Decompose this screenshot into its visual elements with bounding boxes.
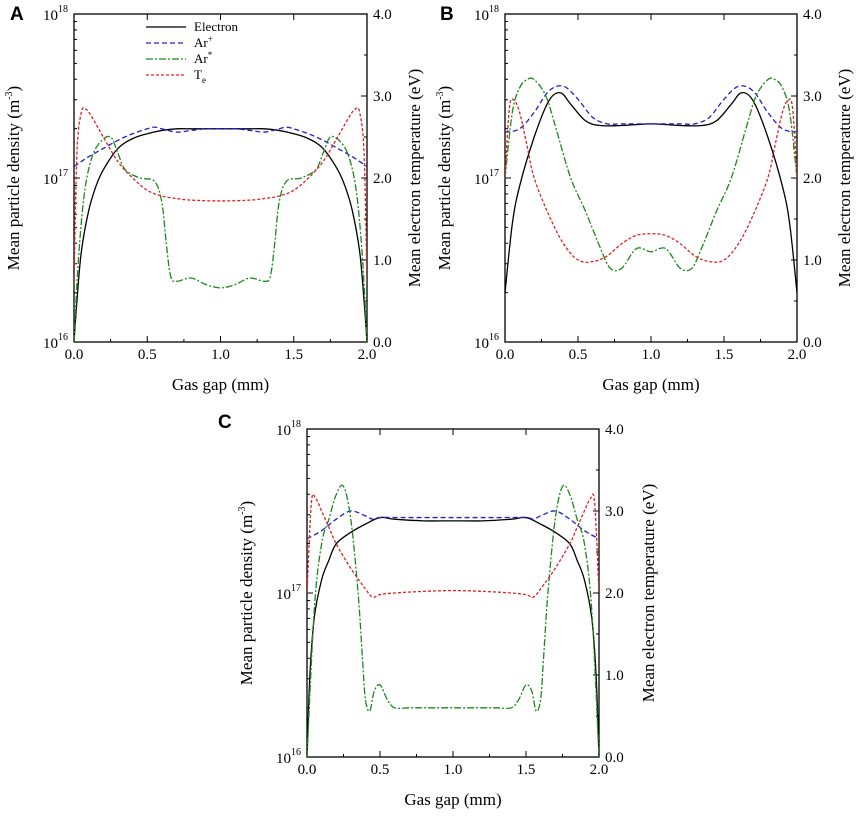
x-tick-label: 2.0 [358, 347, 377, 363]
series-line-electron [307, 516, 599, 757]
y-right-tick-label: 4.0 [605, 422, 624, 438]
panel-a: A 0.0 0.5 1.0 1.5 2.0 1016 1017 1018 0.0 1.0 2.0 3.0… [4, 4, 424, 394]
y-left-tick-label: 1016 [43, 332, 68, 352]
y-right-tick-label: 1.0 [803, 253, 822, 269]
y-right-tick-label: 4.0 [803, 7, 822, 23]
x-axis-label: Gas gap (mm) [602, 375, 699, 394]
y-right-tick-label: 4.0 [373, 7, 392, 23]
y-right-axis-label: Mean electron temperature (eV) [835, 69, 854, 288]
x-tick-label: 0.0 [496, 347, 515, 363]
x-tick-label: 0.0 [298, 762, 317, 778]
legend-label-te: Te [194, 67, 206, 85]
panel-label: A [10, 4, 24, 25]
x-tick-label: 0.5 [569, 347, 588, 363]
y-right-axis-label: Mean electron temperature (eV) [639, 484, 658, 703]
x-tick-label: 1.0 [642, 347, 661, 363]
y-right-tick-label: 0.0 [803, 335, 822, 351]
series-line-ar [505, 85, 797, 133]
y-left-tick-label: 1018 [43, 4, 68, 24]
y-right-axis-label: Mean electron temperature (eV) [405, 69, 424, 288]
y-left-tick-label: 1018 [474, 4, 499, 24]
y-left-tick-label: 1017 [474, 168, 499, 188]
y-left-axis-label: Mean particle density (m-3) [4, 86, 23, 270]
legend-label-ar-meta: Ar* [194, 50, 213, 66]
series-line-ar [307, 484, 599, 757]
y-left-tick-label: 1017 [276, 583, 301, 603]
series-line-te [307, 493, 599, 598]
y-right-tick-label: 2.0 [605, 586, 624, 602]
y-right-tick-label: 3.0 [373, 89, 392, 105]
x-tick-label: 0.0 [65, 347, 84, 363]
x-tick-label: 1.5 [284, 347, 303, 363]
plot-frame [73, 13, 368, 343]
legend-label-ar-ion: Ar+ [194, 34, 213, 50]
y-left-tick-label: 1016 [474, 332, 499, 352]
x-tick-label: 1.0 [211, 347, 230, 363]
x-axis-label: Gas gap (mm) [404, 790, 501, 809]
series-line-te [74, 107, 367, 285]
series-line-ar [307, 510, 599, 540]
x-tick-label: 0.5 [138, 347, 157, 363]
series-line-te [505, 98, 797, 263]
y-right-tick-label: 3.0 [803, 89, 822, 105]
legend: Electron Ar+ Ar* Te [146, 19, 239, 85]
y-right-tick-label: 1.0 [373, 253, 392, 269]
y-left-axis-label: Mean particle density (m-3) [237, 501, 256, 685]
y-left-tick-label: 1017 [43, 168, 68, 188]
y-right-tick-label: 2.0 [373, 171, 392, 187]
y-right-tick-label: 2.0 [803, 171, 822, 187]
x-tick-label: 1.5 [715, 347, 734, 363]
legend-label-electron: Electron [194, 19, 239, 34]
series-line-electron [505, 91, 797, 293]
panel-label: B [440, 4, 454, 25]
series-line-ar [505, 77, 797, 272]
x-tick-label: 2.0 [590, 762, 609, 778]
plot-frame [306, 428, 600, 758]
x-axis-label: Gas gap (mm) [172, 375, 269, 394]
x-tick-label: 0.5 [371, 762, 390, 778]
y-right-tick-label: 1.0 [605, 668, 624, 684]
y-left-tick-label: 1018 [276, 419, 301, 439]
x-tick-label: 2.0 [788, 347, 807, 363]
panel-c: C 0.0 0.5 1.0 1.5 2.0 1016 1017 1018 0.0 1.0 2.0 3.0… [218, 412, 658, 809]
x-tick-label: 1.0 [444, 762, 463, 778]
plot-frame [504, 13, 798, 343]
series-line-ar [74, 135, 367, 342]
series-line-ar [74, 126, 367, 168]
panel-label: C [218, 412, 232, 433]
y-right-tick-label: 0.0 [605, 750, 624, 766]
y-right-tick-label: 3.0 [605, 504, 624, 520]
x-tick-label: 1.5 [517, 762, 536, 778]
y-left-tick-label: 1016 [276, 747, 301, 767]
y-right-tick-label: 0.0 [373, 335, 392, 351]
panel-b: B 0.0 0.5 1.0 1.5 2.0 1016 1017 1018 0.0 1.0 2.0 3.0… [435, 4, 854, 394]
y-left-axis-label: Mean particle density (m-3) [435, 86, 454, 270]
